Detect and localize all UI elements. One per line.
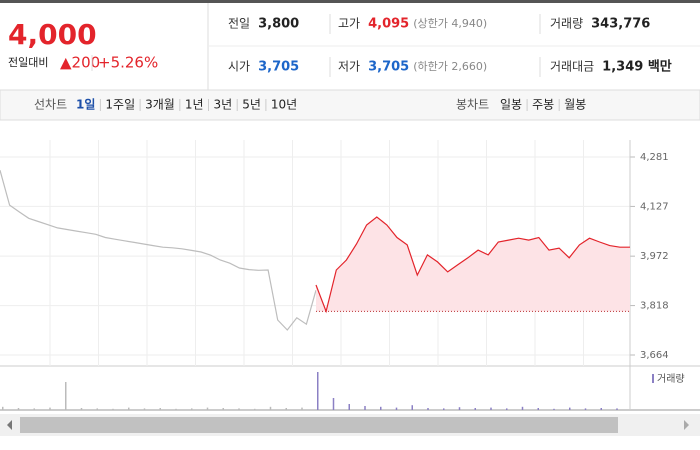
price: 4,000 — [8, 18, 97, 51]
volume-bar — [569, 407, 571, 410]
volume-bar — [191, 408, 193, 410]
volume-bar — [143, 408, 146, 410]
tab[interactable]: 월봉 — [564, 98, 586, 112]
volume-bar — [616, 408, 618, 410]
volume-bar — [474, 408, 476, 410]
tab[interactable]: 3개월 — [145, 98, 175, 112]
y-tick-label: 3,664 — [640, 350, 669, 361]
volume-bar — [584, 408, 587, 410]
tab-bar — [0, 89, 700, 121]
stat-label: 전일 — [228, 17, 250, 31]
legend-label: 거래량 — [657, 373, 685, 385]
tab-group-label: 봉차트 — [456, 98, 489, 112]
change-pct: +5.26% — [98, 54, 158, 72]
line — [315, 216, 630, 314]
volume-bar — [175, 408, 177, 410]
scroll-thumb[interactable] — [20, 417, 618, 433]
volume-bar — [65, 382, 67, 410]
volume-bar — [506, 408, 508, 410]
volume-bar — [222, 408, 224, 410]
stat-label: 시가 — [228, 60, 250, 74]
change: ▲200 — [60, 54, 100, 72]
volume-bar — [17, 408, 20, 410]
y-tick-label: 4,127 — [640, 201, 669, 212]
tab[interactable]: 일봉 — [500, 98, 522, 112]
y-tick-label: 4,281 — [640, 152, 669, 163]
tab[interactable]: 1년 — [185, 98, 204, 112]
volume-bar — [380, 406, 382, 410]
volume-bar — [348, 404, 350, 410]
stat-label: 저가 — [338, 60, 360, 74]
stat-value: 3,800 — [258, 17, 299, 32]
volume-bar — [427, 408, 429, 410]
volume-bar — [443, 408, 445, 410]
volume-bar — [128, 407, 130, 410]
top-border — [0, 0, 700, 3]
stat-label: 거래량 — [550, 17, 583, 31]
stat-value: 3,705 — [258, 60, 299, 75]
volume-bar — [206, 407, 209, 410]
scroll-right[interactable] — [684, 420, 689, 430]
tab[interactable]: 1주일 — [105, 98, 135, 112]
volume-bar — [395, 407, 398, 410]
change-label: 전일대비 — [8, 55, 48, 69]
stat-value: 4,095 — [368, 17, 409, 32]
legend-swatch — [652, 374, 654, 383]
volume-bar — [553, 408, 555, 410]
volume-bar — [159, 408, 161, 410]
volume-bar — [238, 408, 240, 410]
y-tick-label: 3,818 — [640, 301, 669, 312]
volume-bar — [2, 406, 4, 410]
stat-note: (상한가 4,940) — [413, 17, 487, 30]
stat-value: 343,776 — [591, 17, 650, 32]
volume-bar — [521, 406, 524, 410]
tab[interactable]: 5년 — [242, 98, 261, 112]
stat-label: 고가 — [338, 17, 360, 31]
volume-bar — [317, 372, 319, 410]
volume-bar — [80, 408, 83, 410]
volume-bar — [600, 408, 602, 410]
volume-bar — [537, 408, 539, 410]
volume-bar — [285, 408, 287, 410]
line — [0, 170, 317, 331]
tab[interactable]: 주봉 — [532, 98, 554, 112]
volume-bar — [96, 408, 98, 410]
volume-bar — [49, 407, 51, 410]
volume-bar — [458, 407, 461, 410]
volume-bar — [33, 408, 35, 410]
y-tick-label: 3,972 — [640, 251, 669, 262]
stat-note: (하한가 2,660) — [413, 59, 487, 73]
stat-label: 거래대금 — [550, 60, 594, 74]
tab[interactable]: 1일 — [76, 98, 95, 112]
tab-group-label: 선차트 — [34, 98, 67, 112]
volume-bar — [490, 407, 492, 410]
tab[interactable]: 3년 — [214, 98, 233, 112]
area — [316, 217, 630, 312]
volume-bar — [301, 407, 303, 410]
stat-value: 3,705 — [368, 60, 409, 75]
volume-bar — [112, 408, 114, 410]
stat-value: 1,349 백만 — [602, 59, 672, 75]
volume-bar — [364, 406, 366, 410]
tab[interactable]: 10년 — [271, 98, 297, 112]
volume-bar — [254, 408, 256, 410]
volume-bar — [332, 398, 335, 410]
volume-bar — [411, 405, 413, 410]
scroll-left[interactable] — [7, 420, 12, 430]
volume-bar — [269, 406, 272, 410]
